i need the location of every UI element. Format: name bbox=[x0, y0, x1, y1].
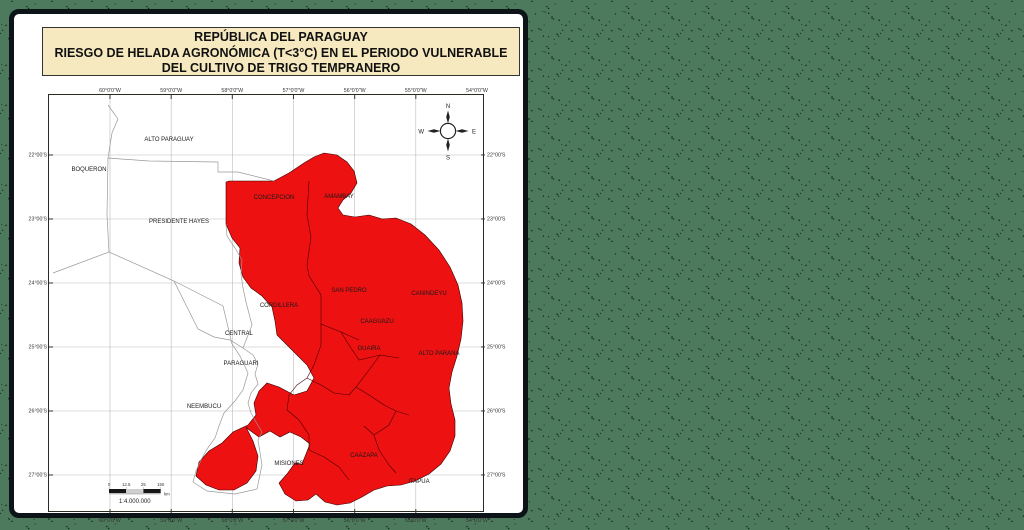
svg-text:PARAGUARI: PARAGUARI bbox=[224, 361, 259, 367]
svg-text:ALTO PARANA: ALTO PARANA bbox=[418, 351, 459, 357]
svg-text:CORDILLERA: CORDILLERA bbox=[260, 303, 298, 309]
svg-text:59°0'0"W: 59°0'0"W bbox=[160, 88, 182, 94]
svg-text:CANINDEYU: CANINDEYU bbox=[411, 291, 446, 297]
svg-text:23°00'S: 23°00'S bbox=[29, 217, 48, 223]
svg-text:1:4.000.000: 1:4.000.000 bbox=[119, 499, 151, 505]
svg-text:60°0'0"W: 60°0'0"W bbox=[99, 88, 121, 94]
svg-text:27°00'S: 27°00'S bbox=[29, 473, 48, 479]
svg-text:ALTO PARAGUAY: ALTO PARAGUAY bbox=[144, 137, 193, 143]
svg-text:BOQUERON: BOQUERON bbox=[71, 167, 106, 173]
svg-text:60°0'0"W: 60°0'0"W bbox=[99, 518, 121, 524]
svg-text:58°0'0"W: 58°0'0"W bbox=[221, 518, 243, 524]
svg-text:24°00'S: 24°00'S bbox=[487, 281, 506, 287]
svg-text:SAN PEDRO: SAN PEDRO bbox=[331, 288, 367, 294]
svg-text:E: E bbox=[472, 130, 476, 136]
svg-text:54°0'0"W: 54°0'0"W bbox=[466, 518, 488, 524]
svg-text:PRESIDENTE HAYES: PRESIDENTE HAYES bbox=[149, 219, 209, 225]
svg-text:CAAGUAZU: CAAGUAZU bbox=[360, 319, 393, 325]
svg-text:55°0'0"W: 55°0'0"W bbox=[405, 518, 427, 524]
svg-text:25°00'S: 25°00'S bbox=[487, 345, 506, 351]
svg-text:N: N bbox=[446, 104, 450, 110]
svg-text:CAAZAPA: CAAZAPA bbox=[350, 453, 378, 459]
svg-text:CENTRAL: CENTRAL bbox=[225, 331, 254, 337]
svg-text:58°0'0"W: 58°0'0"W bbox=[221, 88, 243, 94]
svg-text:56°0'0"W: 56°0'0"W bbox=[344, 88, 366, 94]
svg-text:25: 25 bbox=[141, 482, 146, 487]
svg-text:S: S bbox=[446, 156, 450, 162]
svg-text:AMAMBAY: AMAMBAY bbox=[324, 194, 354, 200]
svg-text:26°00'S: 26°00'S bbox=[29, 409, 48, 415]
svg-text:W: W bbox=[418, 130, 424, 136]
svg-text:12.5: 12.5 bbox=[122, 482, 131, 487]
svg-text:ITAPUA: ITAPUA bbox=[408, 479, 429, 485]
svg-text:150: 150 bbox=[157, 482, 165, 487]
svg-text:25°00'S: 25°00'S bbox=[29, 345, 48, 351]
svg-text:MISIONES: MISIONES bbox=[274, 461, 303, 467]
svg-text:NEEMBUCU: NEEMBUCU bbox=[187, 404, 221, 410]
svg-text:59°0'0"W: 59°0'0"W bbox=[160, 518, 182, 524]
svg-text:26°00'S: 26°00'S bbox=[487, 409, 506, 415]
svg-text:55°0'0"W: 55°0'0"W bbox=[405, 88, 427, 94]
svg-text:22°00'S: 22°00'S bbox=[29, 153, 48, 159]
svg-text:57°0'0"W: 57°0'0"W bbox=[283, 518, 305, 524]
svg-text:57°0'0"W: 57°0'0"W bbox=[283, 88, 305, 94]
svg-text:54°0'0"W: 54°0'0"W bbox=[466, 88, 488, 94]
svg-text:0: 0 bbox=[108, 482, 111, 487]
svg-text:CONCEPCION: CONCEPCION bbox=[254, 195, 295, 201]
svg-text:27°00'S: 27°00'S bbox=[487, 473, 506, 479]
svg-text:24°00'S: 24°00'S bbox=[29, 281, 48, 287]
svg-text:km: km bbox=[164, 492, 170, 497]
svg-text:23°00'S: 23°00'S bbox=[487, 217, 506, 223]
svg-text:56°0'0"W: 56°0'0"W bbox=[344, 518, 366, 524]
svg-text:GUAIRA: GUAIRA bbox=[357, 346, 380, 352]
svg-text:22°00'S: 22°00'S bbox=[487, 153, 506, 159]
